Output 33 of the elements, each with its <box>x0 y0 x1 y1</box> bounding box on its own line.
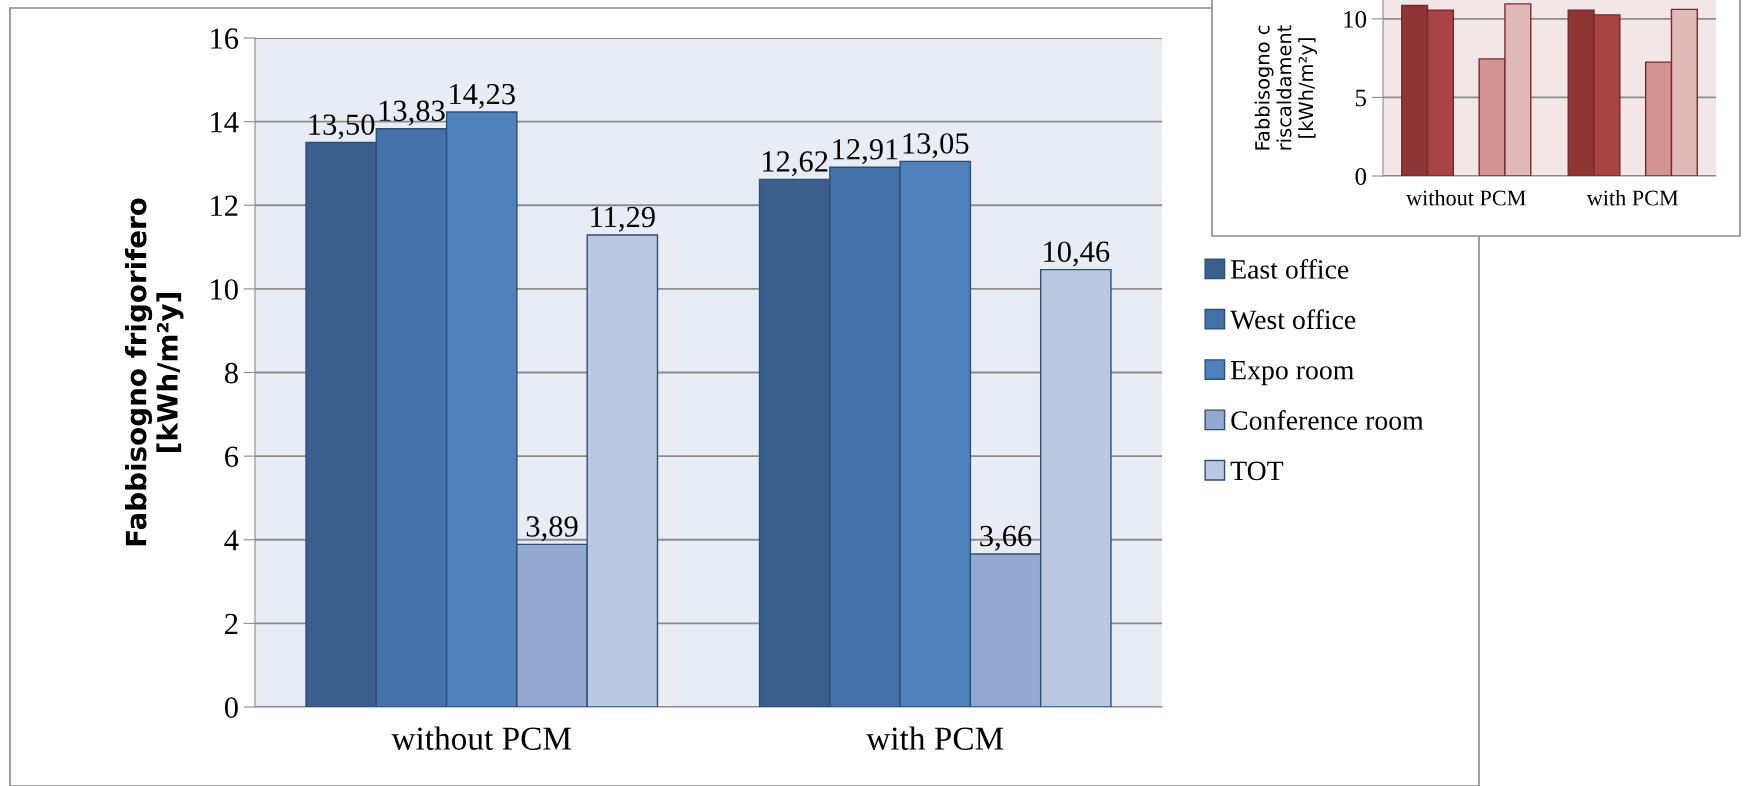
x-tick-label: without PCM <box>1406 189 1526 206</box>
data-label: 12,91 <box>833 139 898 164</box>
data-label: 10,46 <box>1044 241 1110 267</box>
y-tick-label: 0 <box>1355 168 1367 185</box>
data-label: 11,29 <box>591 206 655 232</box>
data-label: 3,89 <box>526 516 578 542</box>
y-axis-title: Fabbisogno frigorifero [kWh/m²y] <box>125 198 184 546</box>
y-tick-label: 10 <box>1344 10 1367 28</box>
x-tick-label: with PCM <box>1586 189 1679 206</box>
data-label: 3,66 <box>980 525 1032 551</box>
y-tick-label: 10 <box>211 279 238 300</box>
y-tick-label: 16 <box>211 28 239 49</box>
legend-label: West office <box>1230 309 1356 330</box>
data-label: 13,05 <box>903 133 969 159</box>
x-tick-label: with PCM <box>866 726 1004 750</box>
data-label: 14,23 <box>450 83 515 109</box>
x-tick-label: without PCM <box>391 726 572 750</box>
y-tick-label: 6 <box>225 446 239 468</box>
y-tick-label: 14 <box>211 112 239 133</box>
y-axis-title: Fabbisogno c riscaldament [kWh/m²y] <box>1254 25 1318 150</box>
legend-label: Conference room <box>1231 410 1424 430</box>
y-tick-label: 2 <box>225 613 238 634</box>
legend-label: East office <box>1230 258 1349 279</box>
y-tick-label: 8 <box>224 362 238 384</box>
data-label: 13,50 <box>309 114 375 140</box>
y-tick-label: 4 <box>224 530 239 551</box>
y-tick-label: 5 <box>1355 89 1367 107</box>
y-tick-label: 0 <box>224 697 238 718</box>
y-tick-label: 12 <box>211 195 238 216</box>
legend-label: TOT <box>1230 461 1284 481</box>
data-label: 12,62 <box>762 151 828 177</box>
data-label: 13,83 <box>379 100 445 126</box>
legend-label: Expo room <box>1230 361 1354 386</box>
